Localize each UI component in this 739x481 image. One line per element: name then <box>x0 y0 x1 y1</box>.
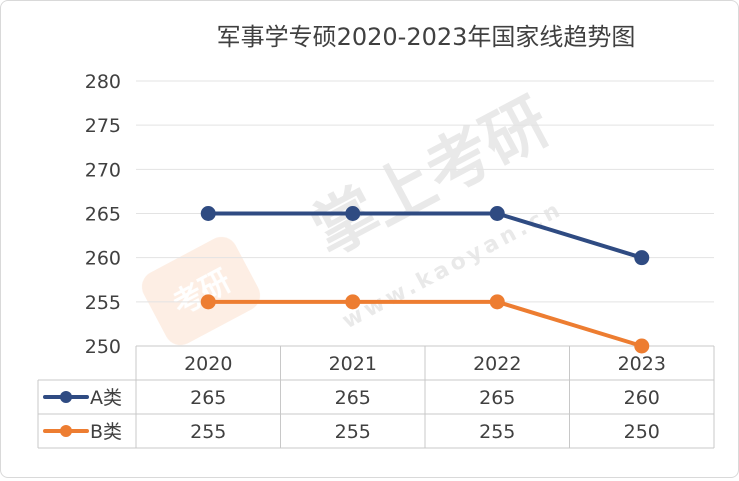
x-tick-label: 2023 <box>618 353 666 375</box>
chart-title: 军事学专硕2020-2023年国家线趋势图 <box>217 23 636 51</box>
y-tick-label: 280 <box>85 71 121 93</box>
data-point <box>489 294 505 310</box>
table-cell-value: 265 <box>335 387 371 409</box>
data-point <box>200 206 216 221</box>
y-tick-label: 270 <box>85 159 121 181</box>
y-tick-label: 255 <box>85 292 121 314</box>
table-cell-value: 265 <box>190 387 226 409</box>
table-cell-value: 250 <box>624 421 660 443</box>
legend-series-name: B类 <box>90 421 122 443</box>
x-tick-label: 2022 <box>473 353 521 375</box>
table-cell-value: 255 <box>190 421 226 443</box>
data-point <box>345 206 361 221</box>
y-tick-label: 275 <box>85 115 121 137</box>
legend-series-name: A类 <box>90 387 122 409</box>
x-tick-label: 2020 <box>184 353 232 375</box>
legend-key-marker <box>60 391 72 403</box>
y-tick-label: 250 <box>85 336 121 358</box>
watermark-logo: 考研 <box>141 236 261 346</box>
data-point <box>634 338 650 354</box>
data-point <box>489 206 505 221</box>
data-point <box>634 250 650 266</box>
series-line <box>206 211 644 260</box>
y-axis: 250 255 260 265 270 275 280 <box>85 71 121 358</box>
legend-key-marker <box>60 425 72 437</box>
x-tick-label: 2021 <box>329 353 377 375</box>
data-point <box>200 294 216 310</box>
y-tick-label: 260 <box>85 248 121 270</box>
data-table: 2020 2021 2022 2023 A类 265 265 265 260 B类 255 255 25… <box>37 345 715 449</box>
table-cell-value: 265 <box>479 387 515 409</box>
table-cell-value: 255 <box>335 421 371 443</box>
table-cell-value: 260 <box>624 387 660 409</box>
table-cell-value: 255 <box>479 421 515 443</box>
y-tick-label: 265 <box>85 204 121 226</box>
data-point <box>345 294 361 310</box>
series-lines <box>200 206 650 354</box>
series-line <box>206 299 644 348</box>
